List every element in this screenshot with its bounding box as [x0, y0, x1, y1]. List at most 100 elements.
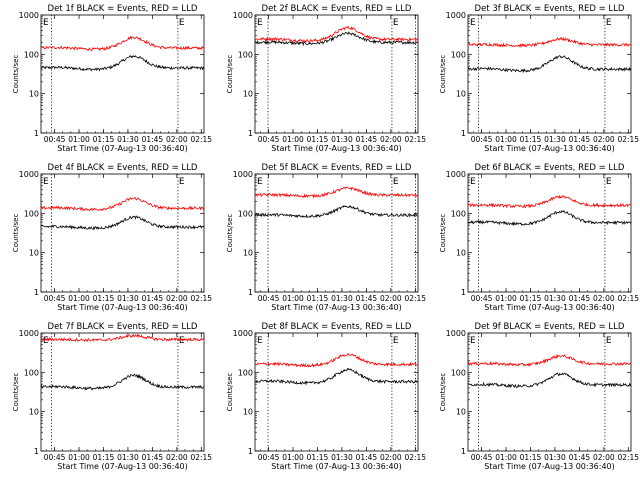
y-tick-label: 1 — [461, 288, 466, 297]
series-lld — [40, 333, 205, 343]
x-tick-label: 02:00 — [380, 135, 402, 144]
y-tick-label: 1 — [461, 447, 466, 456]
y-tick-label: 1000 — [446, 11, 466, 20]
series-lld — [40, 197, 205, 212]
x-tick-label: 01:15 — [307, 453, 329, 462]
panel-title: Det 9f BLACK = Events, RED = LLD — [475, 322, 625, 332]
y-axis-label: Counts/sec — [226, 214, 234, 253]
axes-frame — [254, 332, 419, 452]
x-tick-label: 00:45 — [258, 135, 280, 144]
x-tick-label: 01:45 — [356, 294, 378, 303]
x-tick-label: 01:30 — [544, 294, 566, 303]
marker-label-left: E — [257, 336, 263, 346]
series-events — [254, 204, 419, 219]
x-tick-label: 02:15 — [617, 453, 639, 462]
x-axis-label: Start Time (07-Aug-13 00:36:40) — [271, 462, 402, 471]
y-tick-label: 100 — [451, 368, 466, 377]
x-tick-label: 01:30 — [331, 294, 353, 303]
x-tick-label: 02:00 — [593, 135, 615, 144]
x-tick-label: 01:15 — [520, 294, 542, 303]
y-tick-label: 1 — [461, 129, 466, 138]
x-tick-label: 01:00 — [68, 453, 90, 462]
marker-label-left: E — [257, 18, 263, 28]
series-events — [254, 367, 419, 386]
x-axis-label: Start Time (07-Aug-13 00:36:40) — [57, 144, 188, 153]
y-tick-label: 10 — [456, 408, 466, 417]
axes-frame — [40, 173, 205, 293]
series-events — [254, 31, 419, 47]
marker-label: E — [393, 177, 399, 187]
marker-label-left: E — [470, 177, 476, 187]
y-tick-label: 10 — [29, 90, 39, 99]
axes-frame — [254, 173, 419, 293]
panel-det-3f: Det 3f BLACK = Events, RED = LLD 1 10 100 10… — [439, 4, 639, 153]
x-axis-label: Start Time (07-Aug-13 00:36:40) — [484, 462, 615, 471]
x-tick-label: 01:30 — [117, 453, 139, 462]
series-lld — [254, 352, 419, 368]
series-lld — [40, 35, 205, 52]
x-tick-label: 02:00 — [166, 453, 188, 462]
panel-title: Det 6f BLACK = Events, RED = LLD — [475, 163, 625, 173]
marker-label-left: E — [257, 177, 263, 187]
marker-label-left: E — [43, 18, 49, 28]
y-tick-label: 1000 — [446, 329, 466, 338]
y-tick-label: 1 — [248, 447, 253, 456]
x-axis-label: Start Time (07-Aug-13 00:36:40) — [271, 144, 402, 153]
panel-det-2f: Det 2f BLACK = Events, RED = LLD 1 10 100 10… — [226, 4, 426, 153]
x-tick-label: 01:45 — [356, 453, 378, 462]
panel-det-7f: Det 7f BLACK = Events, RED = LLD 1 10 100 10… — [12, 322, 212, 471]
axes-frame — [40, 332, 205, 452]
y-tick-label: 100 — [451, 209, 466, 218]
series-lld — [254, 186, 419, 199]
series-events — [467, 210, 632, 226]
y-axis-label: Counts/sec — [226, 55, 234, 94]
series-lld — [254, 25, 419, 43]
x-tick-label: 02:00 — [593, 453, 615, 462]
y-axis-label: Counts/sec — [226, 373, 234, 412]
series-lld — [467, 353, 632, 368]
panel-title: Det 2f BLACK = Events, RED = LLD — [262, 4, 412, 14]
panel-title: Det 5f BLACK = Events, RED = LLD — [262, 163, 412, 173]
x-tick-label: 02:00 — [166, 294, 188, 303]
marker-label-left: E — [43, 177, 49, 187]
x-tick-label: 01:00 — [495, 294, 517, 303]
panel-det-6f: Det 6f BLACK = Events, RED = LLD 1 10 100 10… — [439, 163, 639, 312]
x-axis-label: Start Time (07-Aug-13 00:36:40) — [484, 144, 615, 153]
panel-det-9f: Det 9f BLACK = Events, RED = LLD 1 10 100 10… — [439, 322, 639, 471]
axes-frame — [40, 14, 205, 134]
marker-label: E — [393, 18, 399, 28]
y-tick-label: 1 — [34, 288, 39, 297]
x-tick-label: 01:30 — [117, 294, 139, 303]
x-tick-label: 00:45 — [258, 294, 280, 303]
y-tick-label: 1000 — [233, 11, 253, 20]
x-tick-label: 01:45 — [569, 453, 591, 462]
y-tick-label: 1000 — [19, 11, 39, 20]
marker-label: E — [606, 177, 612, 187]
panel-det-5f: Det 5f BLACK = Events, RED = LLD 1 10 100 10… — [226, 163, 426, 312]
y-tick-label: 1000 — [233, 329, 253, 338]
y-tick-label: 100 — [238, 368, 253, 377]
x-tick-label: 02:15 — [190, 135, 212, 144]
x-tick-label: 01:00 — [282, 453, 304, 462]
x-axis-label: Start Time (07-Aug-13 00:36:40) — [57, 303, 188, 312]
marker-label: E — [179, 177, 185, 187]
x-tick-label: 01:00 — [495, 453, 517, 462]
x-tick-label: 02:15 — [404, 294, 426, 303]
series-events — [40, 373, 205, 391]
y-tick-label: 10 — [29, 408, 39, 417]
y-tick-label: 1 — [34, 129, 39, 138]
y-tick-label: 10 — [456, 249, 466, 258]
axes-frame — [467, 14, 632, 134]
x-tick-label: 01:00 — [282, 135, 304, 144]
y-tick-label: 1000 — [19, 170, 39, 179]
y-tick-label: 10 — [456, 90, 466, 99]
y-axis-label: Counts/sec — [439, 214, 447, 253]
x-tick-label: 01:30 — [331, 135, 353, 144]
y-tick-label: 10 — [243, 90, 253, 99]
series-events — [467, 55, 632, 74]
y-tick-label: 10 — [243, 408, 253, 417]
x-axis-label: Start Time (07-Aug-13 00:36:40) — [271, 303, 402, 312]
x-tick-label: 01:45 — [142, 294, 164, 303]
y-axis-label: Counts/sec — [12, 373, 20, 412]
